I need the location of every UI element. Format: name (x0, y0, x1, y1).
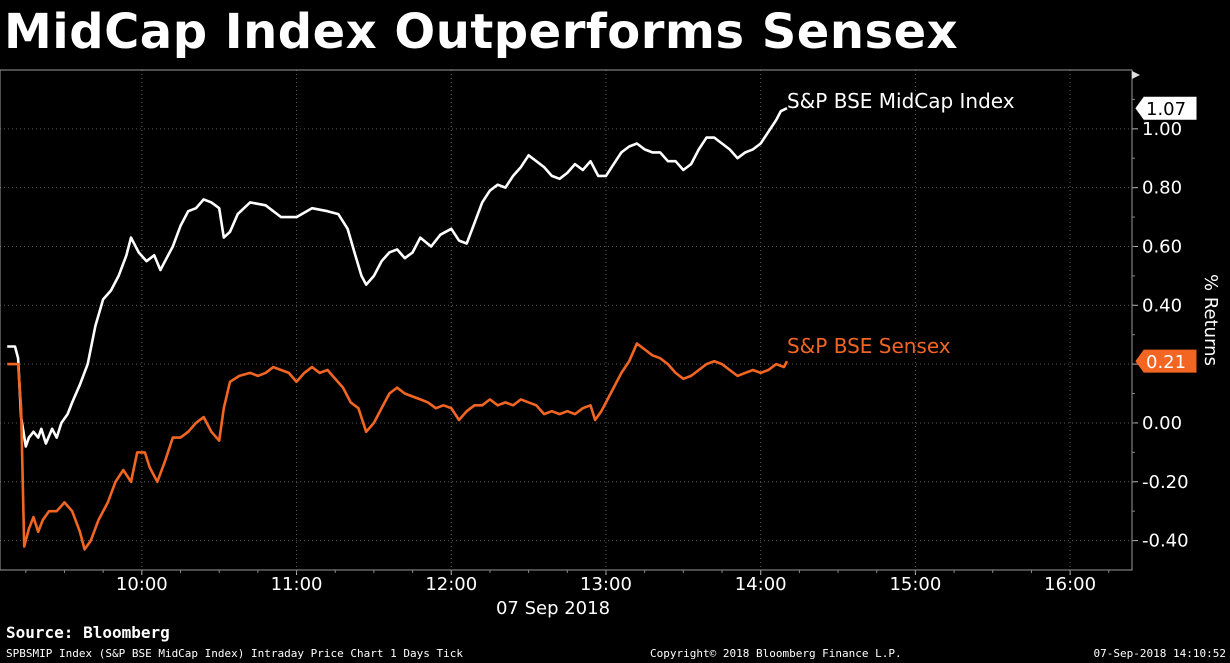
footer-copyright: Copyright© 2018 Bloomberg Finance L.P. (650, 647, 902, 660)
y-tick-label: 0.00 (1142, 413, 1182, 434)
y-axis: -0.40-0.200.000.200.400.600.801.00 (1132, 71, 1189, 552)
x-axis-label: 07 Sep 2018 (496, 598, 610, 619)
series-line (7, 342, 789, 551)
last-value-tag: 0.21 (1135, 349, 1197, 373)
y-tick-label: 0.60 (1142, 236, 1182, 257)
x-tick-label: 13:00 (580, 574, 632, 595)
series-label: S&P BSE Sensex (787, 334, 951, 358)
y-axis-label: % Returns (1200, 274, 1221, 366)
x-tick-label: 11:00 (271, 574, 323, 595)
y-tick-label: 0.80 (1142, 178, 1182, 199)
chart-title: MidCap Index Outperforms Sensex (4, 4, 959, 60)
value-tag-label: 0.21 (1146, 352, 1186, 373)
y-tick-label: 1.00 (1142, 119, 1182, 140)
x-axis: 10:00 11:00 12:00 13:00 14:00 15:00 16:00 (25, 570, 1110, 595)
value-tag-label: 1.07 (1146, 99, 1186, 120)
series-line (7, 107, 788, 448)
x-tick-label: 14:00 (735, 574, 787, 595)
series-lines: S&P BSE MidCap Index 1.07 S&P BSE Sensex 0.… (7, 89, 1197, 551)
source-note: Source: Bloomberg (6, 623, 170, 642)
gridlines (0, 70, 1132, 570)
y-tick-label: 0.40 (1142, 295, 1182, 316)
y-tick-label: -0.20 (1142, 472, 1189, 493)
x-tick-label: 10:00 (116, 574, 168, 595)
footer-description: SPBSMIP Index (S&P BSE MidCap Index) Int… (6, 647, 463, 660)
x-tick-label: 15:00 (889, 574, 941, 595)
plot-frame (0, 69, 1133, 571)
x-tick-label: 16:00 (1044, 574, 1096, 595)
footer-timestamp: 07-Sep-2018 14:10:52 (1093, 647, 1226, 660)
last-value-tag: 1.07 (1135, 96, 1197, 120)
value-tag-shape (1135, 349, 1197, 373)
y-tick-label: -0.40 (1142, 531, 1189, 552)
axis-arrow-icon (1132, 71, 1140, 79)
x-tick-label: 12:00 (425, 574, 477, 595)
value-tag-shape (1135, 96, 1197, 120)
series-label: S&P BSE MidCap Index (787, 89, 1015, 113)
